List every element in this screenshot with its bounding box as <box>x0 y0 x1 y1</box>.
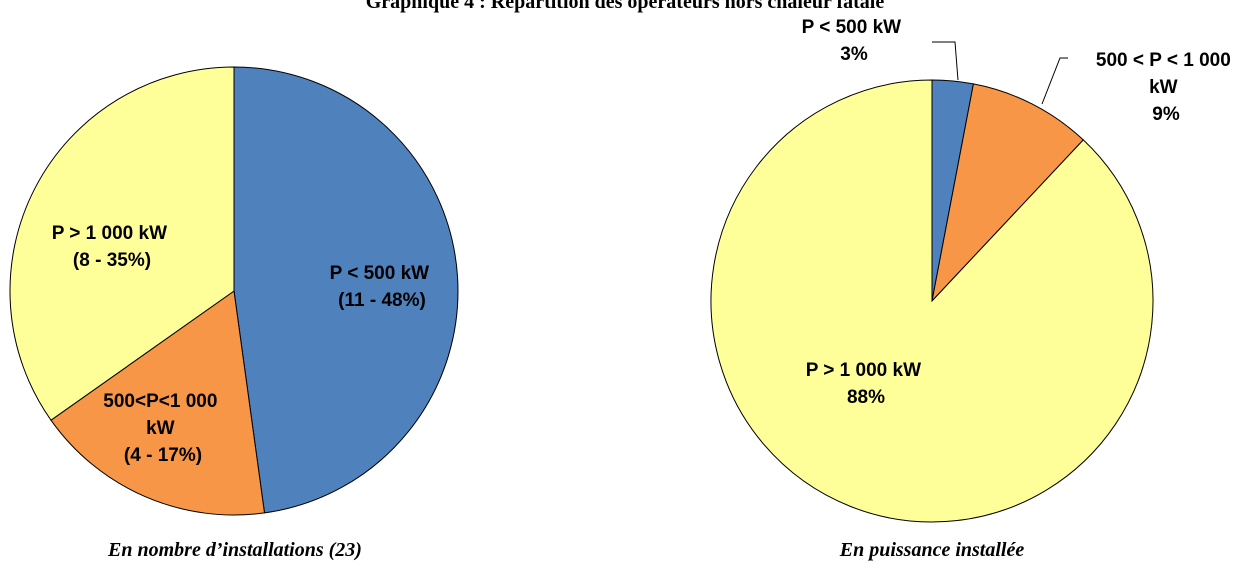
pie1-slice-1 <box>50 290 266 516</box>
pie1-slice-0 <box>233 66 459 514</box>
pie-chart-power <box>710 79 1154 523</box>
pie2-caption: En puissance installée <box>839 539 1025 561</box>
pie2-slice-2 <box>710 79 1154 523</box>
pie2-label-small: P < 500 kW 3% <box>802 17 907 65</box>
pie1-slice-2 <box>9 66 235 421</box>
pie1-label-small: P < 500 kW (11 - 48%) <box>330 263 435 311</box>
pie1-label-medium: 500<P<1 000 kW (4 - 17%) <box>103 391 222 466</box>
pie2-label-large: P > 1 000 kW 88% <box>806 360 927 408</box>
pie1-caption: En nombre d’installations (23) <box>107 539 362 561</box>
pie2-leader-medium <box>1041 57 1068 105</box>
pie1-label-large: P > 1 000 kW (8 - 35%) <box>52 223 173 271</box>
pie2-slice-1 <box>931 83 1084 303</box>
chart-title: Graphique 4 : Répartition des opérateurs… <box>366 0 885 13</box>
pie2-leader-small <box>932 41 959 81</box>
pie2-label-medium: 500 < P < 1 000 kW 9% <box>1096 50 1236 125</box>
pie-chart-count <box>9 66 459 516</box>
